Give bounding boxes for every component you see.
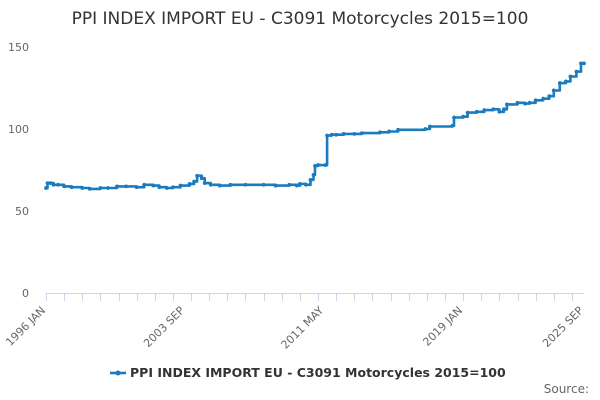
data-point	[329, 132, 334, 137]
data-point	[48, 181, 53, 186]
x-axis: 1996 JAN 2003 SEP 2011 MAY 2019 JAN 2025 SEP	[3, 293, 586, 352]
data-point	[308, 177, 313, 182]
data-point	[80, 186, 85, 190]
data-point	[217, 183, 222, 188]
data-point	[297, 182, 302, 186]
data-point	[134, 185, 139, 190]
data-point	[124, 184, 128, 189]
source-credits[interactable]: Source:	[544, 382, 589, 396]
data-point	[579, 61, 583, 66]
data-point	[450, 123, 455, 128]
legend-dot-marker	[115, 370, 121, 376]
data-point	[396, 127, 401, 132]
data-point	[316, 163, 320, 167]
x-tick-label: 2019 JAN	[420, 304, 465, 349]
data-point	[87, 186, 92, 191]
data-point	[228, 182, 233, 187]
chart-title: PPI INDEX IMPORT EU - C3091 Motorcycles …	[72, 9, 529, 29]
data-point	[427, 124, 432, 129]
data-point	[45, 181, 50, 186]
data-point	[313, 164, 317, 168]
data-point	[378, 130, 382, 135]
data-point	[157, 185, 162, 190]
data-point	[352, 132, 357, 136]
data-point	[273, 183, 278, 188]
data-point	[452, 115, 456, 120]
plot-area	[44, 61, 586, 191]
data-point	[325, 133, 329, 138]
data-point	[582, 61, 586, 66]
data-point	[497, 109, 502, 114]
y-tick-label: 0	[22, 287, 29, 300]
y-tick-label: 100	[8, 123, 29, 136]
data-point	[557, 81, 562, 85]
data-point	[474, 109, 479, 114]
data-point	[359, 131, 364, 136]
data-point	[341, 132, 346, 136]
data-point	[551, 88, 556, 93]
y-tick-label: 150	[8, 41, 29, 54]
data-point	[502, 107, 506, 112]
data-point	[482, 108, 487, 113]
data-point	[527, 100, 532, 105]
data-point	[202, 181, 207, 186]
data-point	[164, 186, 169, 190]
y-tick-label: 50	[15, 205, 29, 218]
series-line	[46, 62, 584, 191]
data-point	[115, 184, 119, 189]
data-point	[461, 114, 466, 119]
x-tick-label: 2025 SEP	[540, 304, 586, 350]
data-point	[192, 179, 197, 184]
data-point	[51, 182, 56, 187]
data-point	[541, 96, 546, 101]
data-point	[334, 132, 339, 137]
data-point	[208, 182, 213, 187]
data-point	[56, 182, 60, 187]
data-point	[574, 69, 579, 74]
data-point	[98, 186, 103, 190]
data-point	[151, 183, 156, 188]
data-point	[547, 94, 552, 99]
x-tick-label: 1996 JAN	[3, 304, 48, 349]
data-point	[387, 129, 391, 134]
data-point	[62, 184, 67, 189]
data-point	[69, 185, 74, 190]
data-point	[523, 101, 527, 106]
data-point	[195, 173, 200, 178]
data-point	[287, 182, 292, 187]
data-point	[294, 183, 299, 188]
data-point	[491, 107, 496, 112]
data-point	[187, 182, 192, 186]
data-point	[505, 102, 509, 107]
data-point	[563, 79, 568, 84]
y-axis: 0 50 100 150	[8, 41, 29, 300]
data-point	[568, 74, 573, 79]
data-point	[465, 110, 470, 115]
data-point	[199, 176, 204, 181]
data-point	[178, 183, 183, 188]
data-point	[311, 173, 316, 177]
x-tick-label: 2011 MAY	[279, 304, 327, 352]
data-point	[44, 186, 48, 190]
x-tick-label: 2003 SEP	[141, 304, 187, 350]
data-point	[261, 182, 266, 187]
data-point	[515, 100, 520, 105]
data-point	[423, 127, 428, 131]
data-point	[304, 182, 308, 187]
data-point	[243, 182, 248, 187]
legend-label: PPI INDEX IMPORT EU - C3091 Motorcycles …	[130, 365, 506, 380]
data-point	[171, 185, 175, 190]
data-point	[142, 182, 147, 187]
data-point	[106, 186, 110, 190]
legend[interactable]: PPI INDEX IMPORT EU - C3091 Motorcycles …	[110, 365, 506, 380]
data-point	[533, 98, 538, 103]
data-point	[323, 163, 328, 167]
